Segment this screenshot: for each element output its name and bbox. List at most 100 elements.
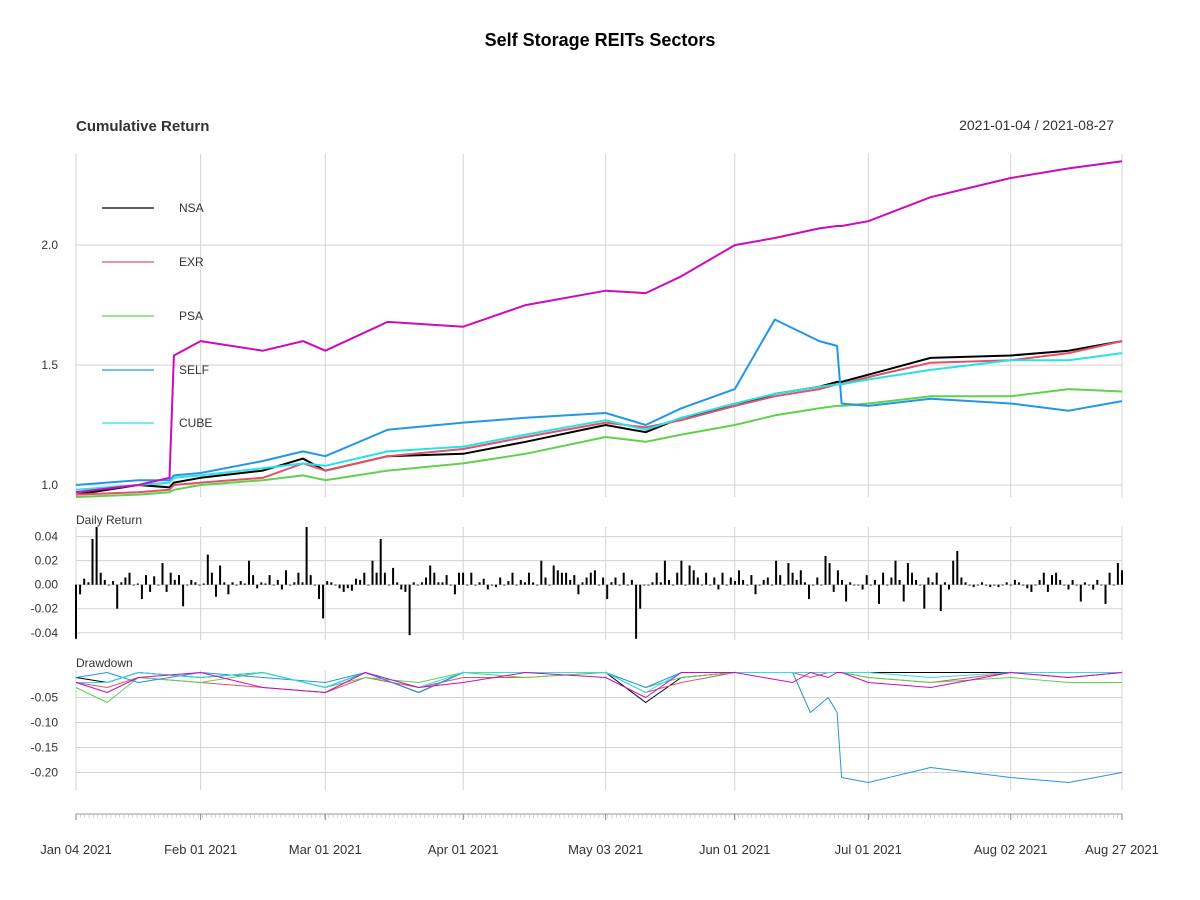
daily-return-bar: [124, 577, 127, 585]
series-layer: [75, 160, 1123, 783]
daily-return-bar: [322, 584, 325, 619]
daily-return-bar: [869, 584, 872, 586]
daily-return-bar: [836, 570, 839, 585]
daily-return-bar: [688, 565, 691, 585]
x-axis-tick-label-7: Aug 02 2021: [974, 842, 1048, 857]
daily-return-bar: [709, 584, 712, 586]
date-range-label: 2021-01-04 / 2021-08-27: [959, 117, 1114, 133]
daily-return-bar: [873, 579, 876, 585]
daily-return-bar: [1116, 563, 1119, 585]
daily-return-bar: [1075, 584, 1078, 586]
daily-return-bar: [495, 584, 497, 588]
daily-return-bar: [400, 584, 403, 590]
cumulative-return-panel-title: Cumulative Return: [76, 118, 209, 135]
cumret-ytick-label-1: 1.5: [41, 358, 58, 372]
daily-return-bar: [927, 577, 930, 585]
daily-return-bar: [1001, 584, 1004, 586]
daily-return-bar: [157, 584, 160, 586]
daily-return-bar: [746, 584, 749, 586]
daily-return-bar: [330, 582, 333, 585]
daily-return-bar: [449, 584, 452, 586]
daily-return-bar: [342, 584, 345, 592]
daily-return-bar: [1121, 570, 1123, 585]
daily-return-bar: [301, 582, 304, 585]
daily-return-bar: [445, 575, 448, 585]
x-axis-tick-label-4: May 03 2021: [568, 842, 643, 857]
daily-return-bar: [795, 579, 798, 585]
daily-return-bar: [83, 578, 86, 585]
x-axis-tick-label-6: Jul 01 2021: [835, 842, 902, 857]
daily-return-bar: [519, 579, 522, 585]
daily-return-bar: [1046, 584, 1049, 592]
daily-return-bar: [886, 584, 889, 586]
daily-return-bar: [103, 579, 106, 585]
daily-return-bar: [178, 575, 180, 585]
daily-return-bar: [264, 583, 267, 585]
daily-return-bar: [968, 584, 971, 586]
drawdown-panel-title: Drawdown: [76, 656, 133, 670]
daily-ytick-label-3: 0.02: [35, 554, 59, 568]
daily-return-bar: [960, 577, 963, 585]
daily-return-bar: [985, 584, 988, 586]
cumret-ytick-label-2: 2.0: [41, 238, 58, 252]
legend-label-cube: CUBE: [179, 416, 212, 430]
drawdown-ytick-label-1: -0.10: [31, 716, 59, 730]
daily-return-bar: [169, 572, 172, 585]
daily-return-bar: [799, 570, 802, 585]
daily-return-panel-title: Daily Return: [76, 513, 142, 527]
daily-return-bar: [742, 579, 745, 585]
daily-return-bar: [486, 584, 489, 590]
daily-return-bar: [153, 576, 156, 585]
daily-return-bar: [79, 584, 82, 595]
daily-return-bar: [1079, 584, 1082, 602]
drawdown-ytick-label-2: -0.15: [31, 741, 59, 755]
daily-return-bar: [470, 572, 473, 585]
daily-return-bar: [803, 582, 806, 585]
daily-return-bar: [775, 560, 778, 585]
x-axis-tick-label-3: Apr 01 2021: [428, 842, 499, 857]
daily-return-bar: [976, 584, 979, 586]
daily-return-bar: [820, 584, 823, 586]
daily-return-bar: [132, 584, 135, 586]
daily-return-bar: [935, 572, 938, 585]
daily-return-bar: [857, 584, 860, 586]
drawdown-line-cube: [76, 672, 1122, 693]
cumret-ytick-label-0: 1.0: [41, 478, 58, 492]
daily-return-bar: [268, 575, 271, 585]
daily-return-bar: [540, 560, 543, 585]
daily-return-bar: [841, 579, 843, 585]
daily-return-bar: [95, 527, 98, 585]
daily-return-bar: [215, 584, 217, 597]
daily-return-bar: [1051, 575, 1053, 585]
daily-return-bar: [87, 582, 90, 585]
daily-return-bar: [828, 563, 831, 585]
daily-return-bar: [1067, 584, 1070, 590]
daily-return-bar: [149, 584, 152, 592]
daily-return-bar: [655, 572, 658, 585]
daily-return-bar: [832, 584, 835, 592]
legend-label-exr: EXR: [179, 255, 204, 269]
daily-return-bar: [1038, 579, 1041, 585]
daily-return-bar: [145, 575, 147, 585]
daily-return-bar: [276, 579, 279, 585]
daily-return-bar: [569, 579, 572, 585]
daily-return-bar: [161, 563, 164, 585]
daily-return-bar: [993, 584, 996, 586]
cumret-line-series-5: [75, 160, 1123, 494]
daily-return-bar: [260, 582, 263, 585]
daily-return-bar: [972, 584, 975, 588]
daily-return-bar: [338, 584, 341, 589]
cumret-line-psa: [75, 388, 1123, 498]
daily-return-bar: [643, 584, 646, 586]
cumret-line-cube: [75, 352, 1123, 491]
daily-return-bar: [297, 572, 300, 585]
daily-return-bar: [165, 584, 168, 592]
daily-return-bar: [507, 581, 510, 585]
daily-return-bar: [458, 572, 460, 585]
daily-return-bar: [112, 581, 115, 585]
daily-return-bar: [1055, 572, 1058, 585]
daily-return-bar: [849, 582, 852, 585]
daily-return-bar: [235, 584, 238, 586]
daily-return-bar: [194, 582, 197, 585]
daily-return-bar: [659, 582, 662, 585]
